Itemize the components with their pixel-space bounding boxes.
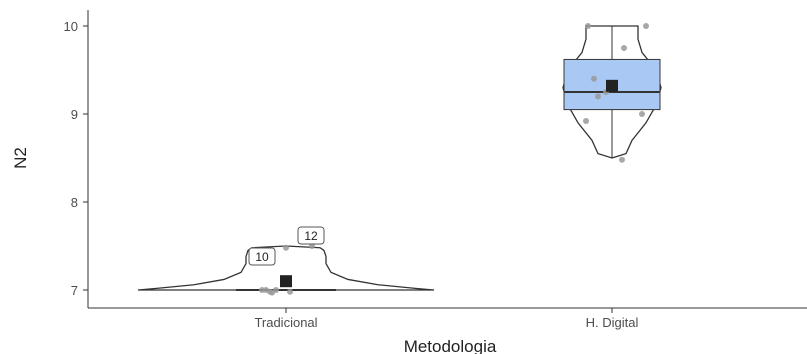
y-tick-label: 7 [71,283,78,298]
y-axis-title: N2 [11,147,30,169]
data-point [643,23,649,29]
y-tick-label: 10 [64,19,78,34]
data-point [287,288,293,295]
data-point [621,45,627,51]
outlier-label-box [248,247,276,266]
data-point [283,244,289,251]
mean-marker [280,275,292,288]
data-point [585,23,591,29]
outlier-label: 10 [255,250,269,264]
x-tick-label: Tradicional [254,315,317,330]
data-point [595,93,601,100]
data-point [263,287,269,293]
x-tick-label: H. Digital [586,315,639,330]
y-tick-label: 9 [71,107,78,122]
mean-marker [606,79,618,92]
y-tick-label: 8 [71,195,78,210]
x-ticks: Tradicional H. Digital [254,308,638,330]
data-point [269,289,275,296]
y-ticks: 7 8 9 10 [64,19,88,298]
data-point [583,118,589,125]
data-point [619,156,625,163]
data-point [591,75,597,82]
groups: 10 12 [137,23,662,296]
outlier-label: 12 [304,229,318,243]
outlier-label-box [297,226,325,245]
violin-tradicional [137,245,435,291]
data-point [639,111,645,117]
axes [87,10,807,309]
x-axis-title: Metodologia [404,337,497,354]
